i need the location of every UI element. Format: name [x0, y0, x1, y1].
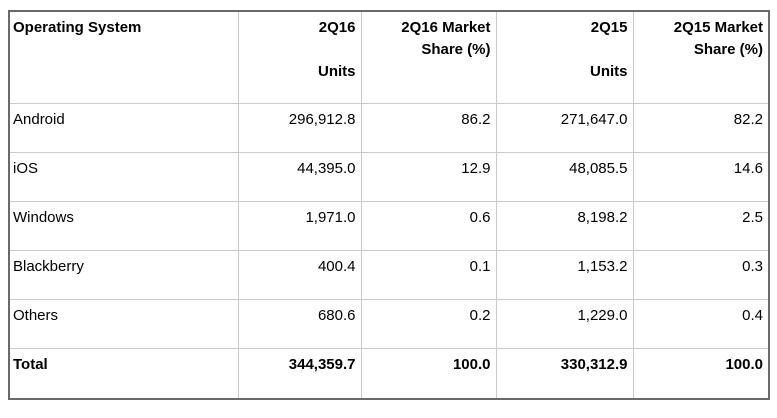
os-market-share-table: Operating System 2Q16 Units 2Q16 Market …	[8, 10, 770, 400]
cell-2q16-units: 44,395.0	[237, 152, 362, 202]
cell-2q15-share: 2.5	[632, 201, 770, 251]
cell-2q16-share: 86.2	[360, 103, 497, 153]
table-header: Operating System 2Q16 Units 2Q16 Market …	[8, 10, 770, 104]
header-label: Units	[590, 63, 628, 80]
header-label: Operating System	[13, 19, 142, 36]
cell-2q15-share: 100.0	[632, 348, 770, 400]
header-label: 2Q15	[590, 19, 628, 36]
row-others: Others 680.6 0.2 1,229.0 0.4	[8, 299, 770, 349]
cell-2q16-share: 0.6	[360, 201, 497, 251]
header-label: 2Q16 Market	[401, 19, 491, 36]
row-blackberry: Blackberry 400.4 0.1 1,153.2 0.3	[8, 250, 770, 300]
header-label: Share (%)	[421, 41, 491, 58]
cell-2q16-units: 344,359.7	[237, 348, 362, 400]
row-android: Android 296,912.8 86.2 271,647.0 82.2	[8, 103, 770, 153]
cell-2q16-share: 0.1	[360, 250, 497, 300]
cell-2q16-units: 1,971.0	[237, 201, 362, 251]
cell-2q15-share: 14.6	[632, 152, 770, 202]
header-row: Operating System 2Q16 Units 2Q16 Market …	[8, 10, 770, 104]
cell-2q16-share: 100.0	[360, 348, 497, 400]
header-label: Units	[318, 63, 356, 80]
cell-2q15-units: 330,312.9	[495, 348, 634, 400]
row-ios: iOS 44,395.0 12.9 48,085.5 14.6	[8, 152, 770, 202]
cell-2q15-units: 1,153.2	[495, 250, 634, 300]
cell-os: iOS	[8, 152, 239, 202]
header-operating-system: Operating System	[8, 10, 239, 104]
cell-os: Others	[8, 299, 239, 349]
cell-os: Blackberry	[8, 250, 239, 300]
cell-2q16-units: 680.6	[237, 299, 362, 349]
row-total: Total 344,359.7 100.0 330,312.9 100.0	[8, 348, 770, 400]
header-2q15-market-share: 2Q15 Market Share (%)	[632, 10, 770, 104]
cell-2q15-units: 48,085.5	[495, 152, 634, 202]
cell-2q15-units: 271,647.0	[495, 103, 634, 153]
header-label: 2Q15 Market	[673, 19, 763, 36]
cell-2q16-share: 12.9	[360, 152, 497, 202]
header-2q16-market-share: 2Q16 Market Share (%)	[360, 10, 497, 104]
table-body: Android 296,912.8 86.2 271,647.0 82.2 iO…	[8, 103, 770, 400]
cell-2q15-units: 1,229.0	[495, 299, 634, 349]
header-2q15-units: 2Q15 Units	[495, 10, 634, 104]
cell-2q15-share: 82.2	[632, 103, 770, 153]
cell-os: Total	[8, 348, 239, 400]
cell-2q15-share: 0.3	[632, 250, 770, 300]
header-2q16-units: 2Q16 Units	[237, 10, 362, 104]
cell-os: Windows	[8, 201, 239, 251]
row-windows: Windows 1,971.0 0.6 8,198.2 2.5	[8, 201, 770, 251]
cell-os: Android	[8, 103, 239, 153]
cell-2q15-units: 8,198.2	[495, 201, 634, 251]
header-label: 2Q16	[318, 19, 356, 36]
cell-2q16-share: 0.2	[360, 299, 497, 349]
cell-2q16-units: 400.4	[237, 250, 362, 300]
header-label: Share (%)	[693, 41, 763, 58]
cell-2q15-share: 0.4	[632, 299, 770, 349]
cell-2q16-units: 296,912.8	[237, 103, 362, 153]
